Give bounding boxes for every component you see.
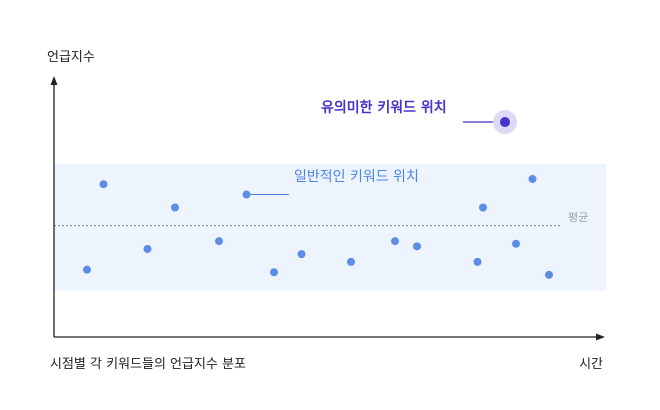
data-point [512, 239, 520, 248]
normal-range-band [54, 163, 606, 291]
data-point [413, 242, 421, 251]
data-point [391, 237, 399, 246]
y-axis-title: 언급지수 [47, 50, 95, 65]
significant-keyword-annotation: 유의미한 키워드 위치 [321, 100, 447, 116]
data-point [528, 175, 537, 184]
data-point [297, 250, 306, 259]
normal-keyword-annotation: 일반적인 키워드 위치 [294, 169, 419, 185]
y-axis-arrow [50, 76, 58, 85]
chart-caption: 시점별 각 키워드들의 언급지수 분포 [50, 357, 246, 372]
data-point [215, 237, 223, 246]
data-point [270, 268, 278, 277]
significant-data-point [500, 117, 510, 128]
data-point [83, 265, 91, 274]
mean-line-label: 평균 [568, 211, 589, 224]
data-point [242, 190, 251, 199]
data-point [347, 257, 355, 266]
data-point [99, 180, 108, 189]
x-axis-arrow [596, 333, 605, 341]
x-axis-title: 시간 [579, 357, 603, 372]
data-point [171, 203, 179, 212]
data-point [479, 203, 487, 212]
data-point [143, 244, 152, 253]
data-point [473, 257, 482, 266]
data-point [545, 270, 553, 279]
